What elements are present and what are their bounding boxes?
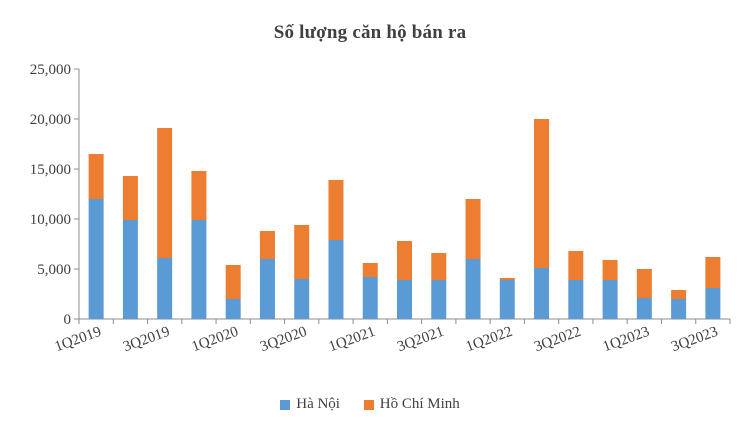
y-axis: 0 5,000 10,000 15,000 20,000 25,000: [30, 62, 80, 328]
x-tick-label: 3Q2021: [395, 324, 446, 356]
bar-hanoi: [225, 299, 241, 319]
bar-hanoi: [122, 220, 138, 319]
x-tick-label: 1Q2021: [327, 324, 378, 356]
bar-hcm: [225, 265, 241, 299]
legend-label-hcm: Hồ Chí Minh: [379, 396, 460, 412]
bar-hanoi: [499, 280, 515, 319]
bar-hcm: [602, 260, 618, 280]
bar-hcm: [534, 119, 550, 268]
bar-hcm: [362, 263, 378, 277]
bar-hanoi: [465, 259, 481, 319]
bar-hanoi: [705, 288, 721, 319]
bar-hcm: [636, 269, 652, 298]
x-tick-label: 3Q2020: [258, 324, 309, 356]
bars: [88, 119, 721, 319]
bar-hcm: [294, 225, 310, 279]
x-tick-label: 1Q2019: [53, 324, 104, 356]
bar-hcm: [191, 171, 207, 220]
y-tick-label: 5,000: [37, 262, 71, 278]
legend-item-hcm: Hồ Chí Minh: [363, 396, 460, 413]
y-tick-label: 10,000: [30, 212, 71, 228]
bar-hanoi: [636, 298, 652, 319]
legend: Hà Nội Hồ Chí Minh: [0, 396, 740, 415]
bar-hcm: [568, 251, 584, 280]
bar-hanoi: [259, 259, 275, 319]
bar-hcm: [157, 128, 173, 258]
bar-hanoi: [534, 268, 550, 319]
bar-hcm: [328, 180, 344, 240]
y-tick-label: 20,000: [30, 112, 71, 128]
x-tick-label: 3Q2022: [532, 324, 583, 356]
x-tick-label: 3Q2023: [669, 324, 720, 356]
bar-hanoi: [602, 280, 618, 319]
y-tick-label: 15,000: [30, 162, 71, 178]
bar-hanoi: [397, 280, 412, 319]
x-tick-label: 1Q2023: [601, 324, 652, 356]
bar-hcm: [465, 199, 481, 259]
y-tick-label: 0: [64, 312, 72, 328]
bar-hanoi: [671, 299, 687, 319]
bar-hcm: [122, 176, 138, 220]
legend-item-hanoi: Hà Nội: [280, 396, 340, 413]
bar-hanoi: [157, 258, 173, 319]
bar-hcm: [259, 231, 275, 259]
bar-hanoi: [568, 280, 584, 319]
bar-hcm: [671, 290, 687, 299]
legend-swatch-hcm: [363, 399, 374, 410]
x-axis: 1Q2019 3Q2019 1Q2020 3Q2020 1Q2021 3Q2021 1Q20…: [53, 318, 731, 356]
bar-hcm: [397, 241, 412, 280]
legend-label-hanoi: Hà Nội: [296, 396, 340, 412]
bar-hcm: [431, 253, 447, 280]
x-tick-label: 1Q2022: [464, 324, 515, 356]
bar-hcm: [499, 278, 515, 280]
bar-hanoi: [294, 279, 310, 319]
bar-hanoi: [431, 280, 447, 319]
bar-hanoi: [191, 220, 207, 319]
bar-hanoi: [362, 277, 378, 319]
bar-hanoi: [328, 240, 344, 319]
x-tick-label: 1Q2020: [190, 324, 241, 356]
bar-hcm: [705, 257, 721, 288]
bar-hcm: [88, 154, 104, 199]
legend-swatch-hanoi: [280, 399, 291, 410]
x-tick-label: 3Q2019: [121, 324, 172, 356]
chart-title: Số lượng căn hộ bán ra: [273, 22, 467, 43]
bar-hanoi: [88, 199, 104, 319]
y-tick-label: 25,000: [30, 62, 71, 78]
